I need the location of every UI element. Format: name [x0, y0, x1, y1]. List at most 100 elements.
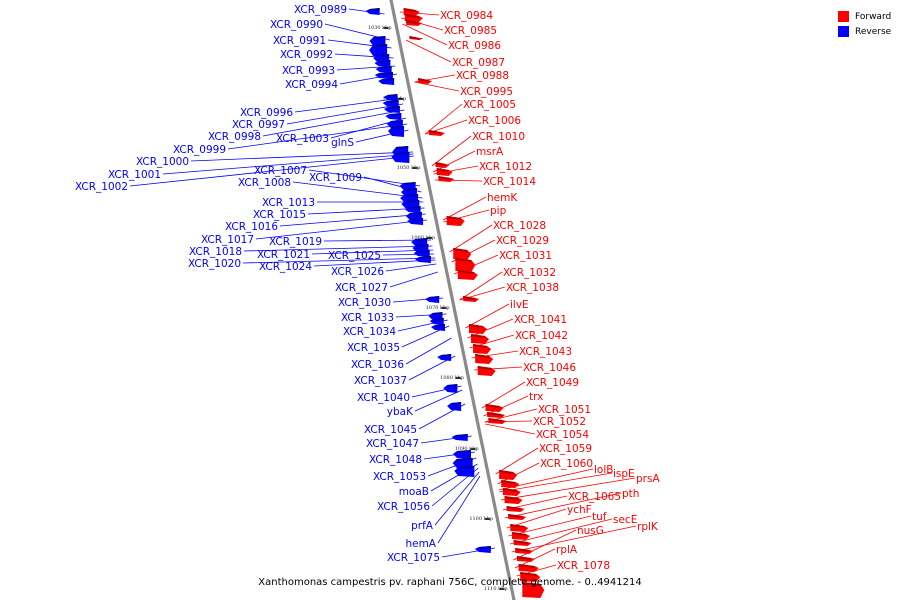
reverse-gene-feature[interactable] [383, 106, 400, 113]
forward-gene-label[interactable]: XCR_1010 [472, 131, 525, 143]
reverse-gene-feature[interactable] [375, 66, 392, 73]
forward-gene-label[interactable]: XCR_1060 [540, 458, 593, 470]
reverse-gene-label[interactable]: XCR_1013 [262, 197, 315, 209]
forward-gene-feature[interactable] [488, 418, 507, 424]
forward-gene-label[interactable]: XCR_0985 [444, 25, 497, 37]
reverse-gene-label[interactable]: XCR_1015 [253, 209, 306, 221]
forward-gene-label[interactable]: XCR_1028 [493, 220, 546, 232]
forward-gene-feature[interactable] [487, 412, 506, 418]
reverse-gene-label[interactable]: XCR_1034 [343, 326, 396, 338]
reverse-gene-label[interactable]: XCR_0996 [240, 107, 293, 119]
forward-gene-label[interactable]: XCR_1043 [519, 346, 572, 358]
reverse-gene-feature[interactable] [378, 78, 395, 85]
forward-gene-label[interactable]: ychF [567, 504, 592, 516]
reverse-gene-label[interactable]: moaB [399, 486, 429, 498]
forward-gene-label[interactable]: XCR_1014 [483, 176, 536, 188]
forward-gene-label[interactable]: XCR_1041 [514, 314, 567, 326]
reverse-gene-feature[interactable] [407, 218, 424, 225]
reverse-gene-label[interactable]: XCR_1036 [351, 359, 404, 371]
reverse-gene-label[interactable]: XCR_1035 [347, 342, 400, 354]
reverse-gene-feature[interactable] [382, 100, 399, 107]
forward-gene-label[interactable]: XCR_1012 [479, 161, 532, 173]
forward-gene-feature[interactable] [520, 572, 541, 582]
forward-gene-label[interactable]: XCR_1046 [523, 362, 576, 374]
forward-gene-feature[interactable] [473, 344, 492, 354]
reverse-gene-feature[interactable] [437, 354, 452, 361]
forward-gene-feature[interactable] [515, 548, 534, 554]
reverse-gene-label[interactable]: XCR_0991 [273, 35, 326, 47]
forward-gene-feature[interactable] [463, 296, 480, 302]
reverse-gene-label[interactable]: XCR_1037 [354, 375, 407, 387]
reverse-gene-label[interactable]: XCR_1009 [309, 172, 362, 184]
forward-gene-label[interactable]: XCR_1006 [468, 115, 521, 127]
forward-gene-label[interactable]: ilvE [510, 299, 529, 311]
forward-gene-feature[interactable] [428, 130, 445, 136]
forward-gene-feature[interactable] [453, 248, 472, 260]
forward-gene-label[interactable]: rplK [637, 521, 659, 533]
forward-gene-feature[interactable] [506, 506, 525, 512]
forward-gene-feature[interactable] [516, 556, 535, 562]
reverse-gene-feature[interactable] [374, 60, 391, 67]
forward-gene-feature[interactable] [475, 354, 494, 364]
reverse-gene-feature[interactable] [430, 324, 445, 331]
forward-gene-feature[interactable] [406, 20, 423, 26]
forward-gene-feature[interactable] [418, 78, 433, 84]
reverse-gene-label[interactable]: XCR_1016 [225, 221, 278, 233]
reverse-gene-feature[interactable] [388, 126, 405, 137]
reverse-gene-feature[interactable] [454, 466, 475, 477]
reverse-gene-label[interactable]: XCR_1048 [369, 454, 422, 466]
forward-gene-feature[interactable] [457, 270, 478, 280]
forward-gene-feature[interactable] [455, 258, 476, 272]
reverse-gene-label[interactable]: XCR_1002 [75, 181, 128, 193]
reverse-gene-label[interactable]: XCR_1017 [201, 234, 254, 246]
forward-gene-label[interactable]: rplA [556, 544, 578, 556]
reverse-gene-feature[interactable] [374, 72, 393, 79]
forward-gene-label[interactable]: tuf [592, 511, 607, 523]
forward-gene-label[interactable]: secE [613, 514, 637, 526]
reverse-gene-feature[interactable] [428, 312, 443, 321]
forward-gene-label[interactable]: pth [622, 488, 639, 500]
forward-gene-label[interactable]: trx [529, 391, 543, 403]
reverse-gene-label[interactable]: XCR_1020 [188, 258, 241, 270]
reverse-gene-feature[interactable] [383, 94, 398, 101]
reverse-gene-label[interactable]: XCR_0994 [285, 79, 338, 91]
forward-gene-feature[interactable] [477, 366, 496, 376]
reverse-gene-label[interactable]: XCR_1019 [269, 236, 322, 248]
reverse-gene-label[interactable]: XCR_1024 [259, 261, 312, 273]
reverse-gene-feature[interactable] [365, 8, 380, 15]
reverse-gene-feature[interactable] [443, 384, 458, 393]
forward-gene-label[interactable]: XCR_0986 [448, 40, 501, 52]
reverse-gene-feature[interactable] [429, 318, 444, 325]
reverse-gene-label[interactable]: XCR_1033 [341, 312, 394, 324]
forward-gene-feature[interactable] [468, 324, 487, 334]
forward-gene-label[interactable]: XCR_0987 [452, 57, 505, 69]
reverse-gene-label[interactable]: XCR_1030 [338, 297, 391, 309]
forward-gene-feature[interactable] [436, 168, 453, 176]
forward-gene-label[interactable]: ispE [613, 468, 635, 480]
reverse-gene-label[interactable]: XCR_1008 [238, 177, 291, 189]
reverse-gene-feature[interactable] [404, 206, 421, 213]
forward-gene-label[interactable]: XCR_1052 [533, 416, 586, 428]
forward-gene-label[interactable]: XCR_1005 [463, 99, 516, 111]
reverse-gene-label[interactable]: XCR_1056 [377, 501, 430, 513]
forward-gene-label[interactable]: XCR_1042 [515, 330, 568, 342]
reverse-gene-label[interactable]: XCR_1007 [254, 165, 307, 177]
forward-gene-label[interactable]: XCR_0984 [440, 10, 493, 22]
reverse-gene-label[interactable]: XCR_1027 [335, 282, 388, 294]
forward-gene-feature[interactable] [510, 524, 529, 532]
forward-gene-feature[interactable] [508, 514, 527, 520]
reverse-gene-label[interactable]: hemA [405, 538, 436, 550]
reverse-gene-feature[interactable] [391, 152, 410, 163]
forward-gene-feature[interactable] [513, 540, 532, 546]
forward-gene-feature[interactable] [499, 470, 518, 480]
forward-gene-label[interactable]: XCR_1038 [506, 282, 559, 294]
forward-gene-feature[interactable] [409, 36, 424, 40]
forward-gene-feature[interactable] [518, 564, 539, 572]
reverse-gene-label[interactable]: XCR_0999 [173, 144, 226, 156]
forward-gene-label[interactable]: XCR_0995 [460, 86, 513, 98]
reverse-gene-feature[interactable] [452, 458, 473, 469]
reverse-gene-feature[interactable] [385, 113, 402, 120]
reverse-gene-label[interactable]: XCR_0998 [208, 131, 261, 143]
reverse-gene-feature[interactable] [453, 450, 472, 459]
reverse-gene-label[interactable]: XCR_1001 [108, 169, 161, 181]
